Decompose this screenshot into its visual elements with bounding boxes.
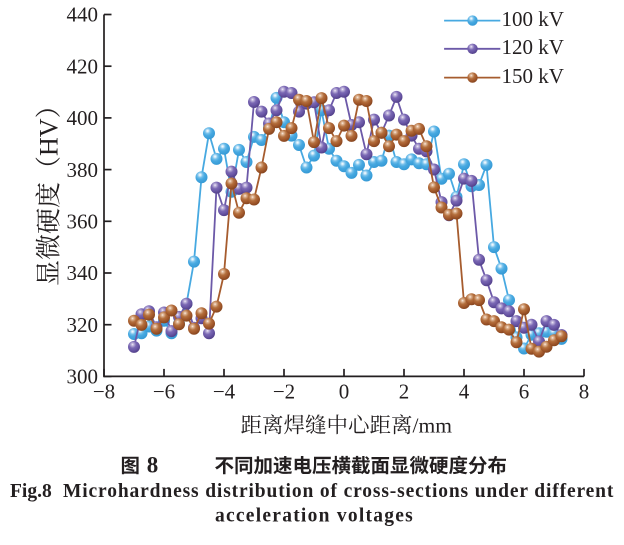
svg-text:8: 8	[579, 380, 590, 404]
svg-text:/mm: /mm	[413, 414, 453, 438]
svg-text:acceleration voltages: acceleration voltages	[215, 506, 414, 527]
svg-text:Microhardness distribution of: Microhardness distribution of cross-sect…	[63, 481, 614, 502]
svg-text:−4: −4	[213, 380, 236, 404]
svg-text:340: 340	[67, 261, 99, 285]
svg-text:100 kV: 100 kV	[502, 7, 564, 31]
svg-text:300: 300	[67, 365, 99, 389]
svg-text:400: 400	[67, 106, 99, 130]
svg-text:380: 380	[67, 158, 99, 182]
svg-text:4: 4	[459, 380, 470, 404]
svg-text:HV: HV	[35, 118, 64, 156]
svg-text:−2: −2	[273, 380, 295, 404]
svg-text:2: 2	[399, 380, 410, 404]
svg-text:6: 6	[519, 380, 530, 404]
svg-text:Fig.8: Fig.8	[10, 481, 52, 502]
svg-text:150 kV: 150 kV	[502, 64, 564, 88]
svg-text:120 kV: 120 kV	[502, 35, 564, 59]
svg-text:320: 320	[67, 313, 99, 337]
svg-text:−8: −8	[93, 380, 115, 404]
svg-text:8: 8	[147, 453, 159, 478]
svg-text:440: 440	[67, 3, 99, 27]
svg-text:360: 360	[67, 210, 99, 234]
svg-text:−6: −6	[153, 380, 175, 404]
svg-text:420: 420	[67, 54, 99, 78]
svg-text:0: 0	[339, 380, 350, 404]
